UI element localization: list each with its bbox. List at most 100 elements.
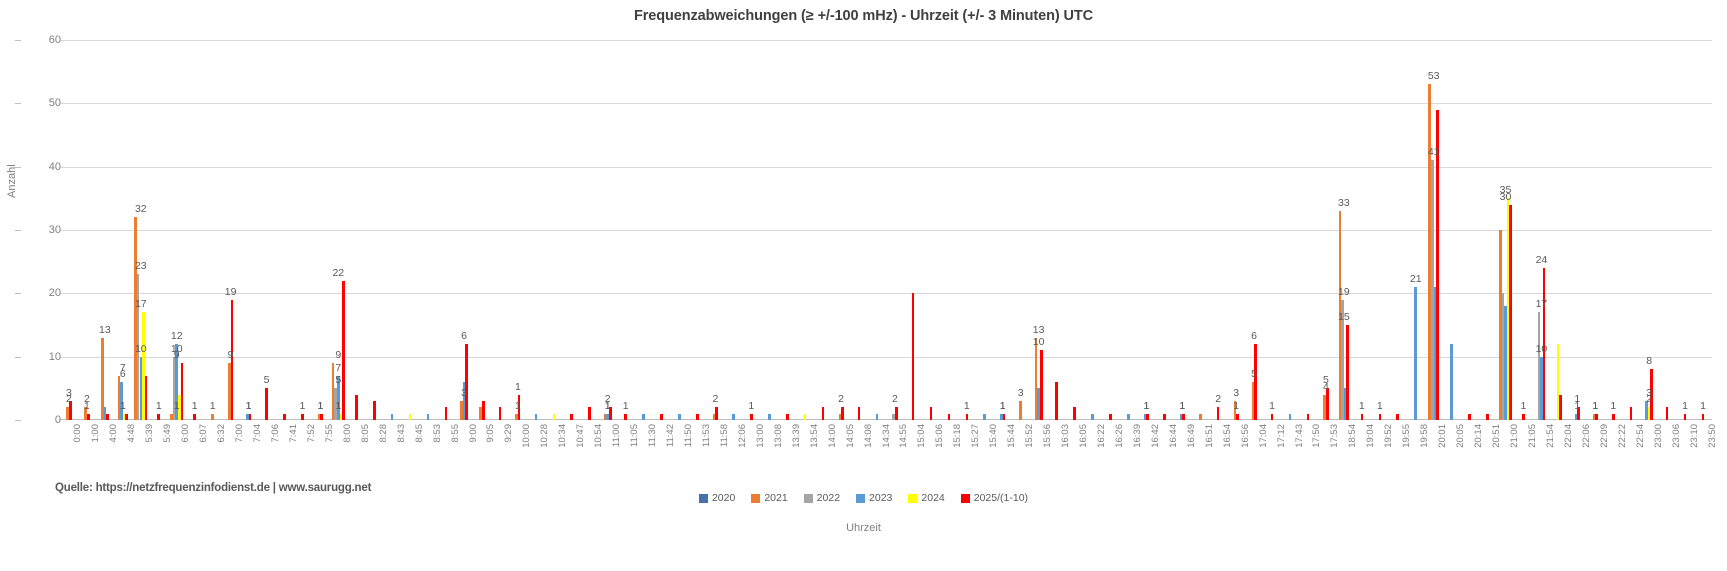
y-axis-tick-mark: [15, 293, 21, 295]
data-label: 1: [622, 399, 629, 412]
data-label: 15: [1338, 311, 1350, 323]
bar: [331, 363, 335, 420]
x-axis-tick-label: 22:22: [1616, 424, 1628, 448]
data-label: 3: [66, 387, 72, 399]
y-axis-tick-label: 50: [15, 97, 61, 109]
legend-item[interactable]: 2024: [908, 492, 945, 504]
bar: [1629, 407, 1633, 420]
bar: [1414, 287, 1417, 420]
source-note: Quelle: https://netzfrequenzinfodienst.d…: [55, 482, 372, 494]
y-axis-tick-mark: [15, 103, 21, 105]
bar: [337, 375, 340, 420]
bar: [157, 413, 161, 420]
bar: [134, 217, 137, 420]
data-label: 2: [66, 393, 72, 406]
y-axis-tick-label: 60: [15, 34, 61, 46]
legend-label: 2021: [764, 492, 788, 504]
bar: [1143, 413, 1147, 420]
x-axis-tick-label: 7:52: [305, 424, 317, 443]
bar: [372, 401, 376, 420]
x-axis-tick-label: 11:00: [611, 424, 623, 448]
bar: [534, 413, 538, 420]
data-label: 1: [119, 399, 126, 412]
data-label: 10: [134, 342, 147, 355]
x-axis-tick-label: 8:05: [359, 424, 371, 443]
bar: [426, 413, 430, 420]
data-label: 13: [99, 323, 111, 336]
bar: [100, 337, 104, 420]
x-axis-tick-label: 15:06: [934, 424, 946, 448]
data-label: 5: [263, 374, 270, 387]
gridline: [60, 103, 1712, 105]
bar: [803, 413, 807, 420]
bar: [821, 407, 825, 420]
bar: [1436, 109, 1439, 420]
bar: [1542, 268, 1546, 420]
data-label: 3: [1233, 387, 1240, 399]
data-label: 6: [1251, 330, 1258, 342]
bar: [1468, 413, 1471, 420]
legend-item[interactable]: 2022: [803, 492, 840, 504]
x-axis-tick-label: 22:09: [1598, 424, 1610, 448]
data-label: 24: [1535, 254, 1548, 266]
bar: [320, 413, 323, 420]
data-label: 1: [514, 380, 521, 393]
data-label: 1: [245, 399, 252, 412]
data-label: 3: [461, 387, 467, 399]
legend-item[interactable]: 2021: [751, 492, 788, 504]
data-label: 30: [1499, 190, 1512, 203]
x-axis-tick-label: 16:44: [1167, 424, 1179, 448]
legend-item[interactable]: 2023: [856, 492, 892, 504]
data-label: 1: [604, 399, 611, 412]
data-label: 1: [604, 399, 611, 412]
x-axis-tick-label: 6:07: [198, 424, 210, 443]
x-axis-tick-label: 15:56: [1042, 424, 1054, 448]
bar: [517, 394, 521, 420]
bar: [1486, 413, 1489, 420]
legend-item[interactable]: 2025/(1-10): [960, 492, 1028, 504]
bar: [1233, 401, 1237, 420]
data-label: 19: [1338, 285, 1350, 298]
data-label: 4: [1323, 380, 1329, 393]
legend-item[interactable]: 2020: [698, 492, 735, 504]
legend-swatch-icon: [908, 493, 918, 503]
x-axis-tick-label: 22:06: [1580, 424, 1592, 448]
bar: [1039, 350, 1043, 420]
data-label: 35: [1499, 184, 1512, 197]
x-axis-tick-label: 15:44: [1006, 424, 1018, 448]
x-axis-tick-label: 9:00: [467, 424, 479, 443]
gridline: [60, 356, 1712, 358]
bar: [170, 413, 173, 420]
x-axis-tick-label: 16:05: [1078, 424, 1090, 448]
data-label: 12: [170, 330, 183, 342]
y-axis-tick-label: 20: [15, 287, 61, 299]
x-axis-tick-label: 16:56: [1239, 424, 1251, 448]
bar: [103, 407, 107, 420]
data-label: 1: [1143, 399, 1150, 412]
data-label: 2: [712, 393, 719, 406]
x-axis-tick-label: 19:52: [1383, 424, 1395, 448]
legend-swatch-icon: [698, 493, 708, 503]
bar: [354, 394, 358, 420]
bar: [1163, 413, 1166, 420]
x-axis-tick-label: 15:52: [1024, 424, 1036, 448]
bar: [1504, 306, 1507, 420]
bar: [1216, 407, 1220, 420]
bar: [892, 413, 895, 420]
legend-swatch-icon: [803, 493, 813, 503]
data-label: 1: [963, 399, 970, 412]
x-axis-tick-label: 15:40: [988, 424, 1000, 448]
x-axis-tick-label: 20:05: [1455, 424, 1467, 448]
x-axis-tick-label: 7:04: [252, 424, 264, 443]
x-axis-tick-label: 4:48: [126, 424, 138, 443]
bar: [965, 413, 969, 420]
bar: [479, 407, 482, 420]
data-label: 1: [209, 399, 216, 412]
bar: [498, 407, 502, 420]
data-label: 5: [335, 374, 342, 387]
bar: [712, 413, 716, 420]
y-axis-tick-label: 40: [15, 161, 61, 173]
plot-area: 3 2 2 1 13 7 6 1 1 32 23 17 10 1 12 10 9 1 1 1 19 9 1 1 5 1 1 1 22 9 7…: [60, 40, 1712, 420]
x-axis-tick-label: 20:14: [1473, 424, 1485, 448]
bar: [1127, 413, 1130, 420]
